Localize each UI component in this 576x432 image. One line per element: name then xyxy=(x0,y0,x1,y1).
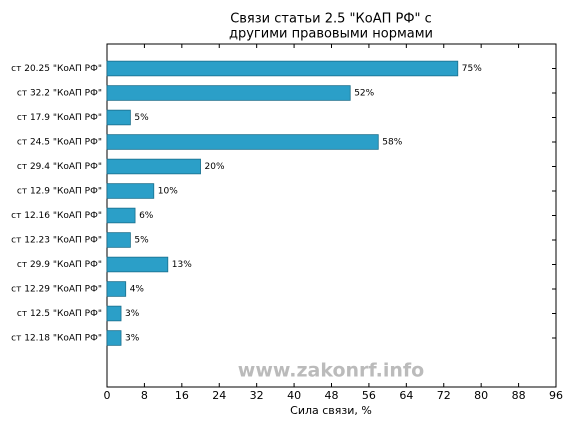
y-tick-label: ст 32.2 "КоАП РФ" xyxy=(17,89,102,99)
x-tick-label: 40 xyxy=(287,389,301,402)
x-tick-label: 0 xyxy=(104,389,111,402)
value-label: 3% xyxy=(125,309,140,319)
y-tick-label: ст 20.25 "КоАП РФ" xyxy=(11,64,102,74)
value-label: 20% xyxy=(205,162,225,172)
x-tick-label: 80 xyxy=(474,389,488,402)
bar xyxy=(106,305,122,322)
x-tick-label: 32 xyxy=(250,389,264,402)
y-tick-label: ст 17.9 "КоАП РФ" xyxy=(17,113,102,123)
x-tick-label: 8 xyxy=(141,389,148,402)
watermark: www.zakonrf.info xyxy=(238,360,424,382)
bar xyxy=(106,281,127,297)
x-tick-label: 24 xyxy=(212,389,226,402)
bar xyxy=(106,134,379,150)
y-tick-label: ст 12.23 "КоАП РФ" xyxy=(11,236,102,246)
y-tick-label: ст 12.9 "КоАП РФ" xyxy=(17,187,102,197)
value-label: 58% xyxy=(382,138,402,148)
bar xyxy=(106,109,131,126)
x-tick-label: 56 xyxy=(362,389,376,402)
x-tick-label: 72 xyxy=(437,389,451,402)
value-label: 5% xyxy=(134,113,149,123)
bar xyxy=(106,183,155,199)
x-tick-label: 64 xyxy=(399,389,413,402)
bar xyxy=(106,256,169,273)
bar xyxy=(106,330,122,346)
x-tick-label: 16 xyxy=(175,389,189,402)
y-tick-label: ст 29.9 "КоАП РФ" xyxy=(17,260,102,270)
value-label: 6% xyxy=(139,211,154,221)
y-tick-label: ст 24.5 "КоАП РФ" xyxy=(17,138,102,148)
x-axis-label: Сила связи, % xyxy=(290,404,372,417)
value-label: 5% xyxy=(134,236,149,246)
chart-title: Связи статьи 2.5 "КоАП РФ" с xyxy=(230,12,432,27)
value-label: 52% xyxy=(354,89,374,99)
value-label: 3% xyxy=(125,334,140,344)
value-label: 10% xyxy=(158,187,178,197)
chart-title: другими правовыми нормами xyxy=(229,27,433,42)
y-tick-label: ст 12.18 "КоАП РФ" xyxy=(11,334,102,344)
y-tick-label: ст 12.5 "КоАП РФ" xyxy=(17,309,102,319)
bar xyxy=(106,60,459,77)
y-tick-label: ст 12.16 "КоАП РФ" xyxy=(11,211,102,221)
value-label: 75% xyxy=(462,64,482,74)
bar xyxy=(106,85,351,101)
y-tick-label: ст 29.4 "КоАП РФ" xyxy=(17,162,102,172)
bar xyxy=(106,207,136,224)
value-label: 13% xyxy=(172,260,192,270)
value-label: 4% xyxy=(130,285,145,295)
y-tick-label: ст 12.29 "КоАП РФ" xyxy=(11,285,102,295)
bar xyxy=(106,232,131,248)
bar xyxy=(106,158,201,175)
x-tick-label: 48 xyxy=(325,389,339,402)
x-tick-label: 88 xyxy=(512,389,526,402)
x-tick-label: 96 xyxy=(549,389,563,402)
